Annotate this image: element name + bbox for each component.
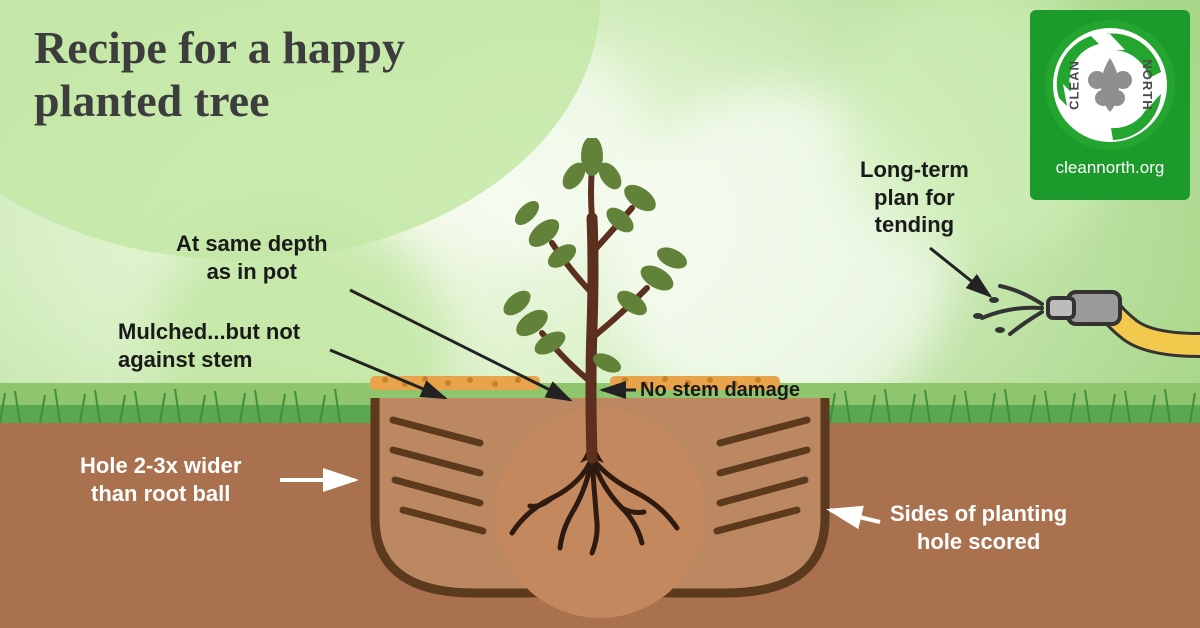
hose-icon	[970, 260, 1200, 380]
tree-sapling	[432, 138, 752, 558]
label-mulch: Mulched...but notagainst stem	[118, 318, 300, 373]
logo-word-left: CLEAN	[1066, 60, 1081, 110]
label-depth: At same depthas in pot	[176, 230, 328, 285]
infographic-canvas: Recipe for a happyplanted tree CLEAN N	[0, 0, 1200, 628]
label-stem: No stem damage	[640, 378, 800, 403]
logo-url: cleannorth.org	[1056, 158, 1165, 178]
label-scored: Sides of plantinghole scored	[890, 500, 1067, 555]
page-title: Recipe for a happyplanted tree	[34, 22, 405, 128]
logo-badge: CLEAN NORTH cleannorth.org	[1030, 10, 1190, 200]
label-hole-wide: Hole 2-3x widerthan root ball	[80, 452, 241, 507]
logo-word-right: NORTH	[1140, 59, 1155, 110]
label-tending: Long-termplan fortending	[860, 156, 969, 239]
logo-circle: CLEAN NORTH	[1045, 20, 1175, 150]
